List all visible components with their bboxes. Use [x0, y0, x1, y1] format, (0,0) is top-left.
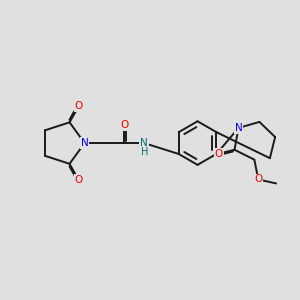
- Text: O: O: [120, 120, 128, 130]
- Text: O: O: [214, 149, 223, 159]
- Text: N: N: [235, 123, 242, 133]
- Text: O: O: [74, 175, 83, 184]
- Text: O: O: [254, 175, 262, 184]
- Text: N: N: [81, 138, 88, 148]
- Text: O: O: [74, 101, 83, 112]
- Text: H: H: [141, 147, 149, 157]
- Text: N: N: [140, 138, 148, 148]
